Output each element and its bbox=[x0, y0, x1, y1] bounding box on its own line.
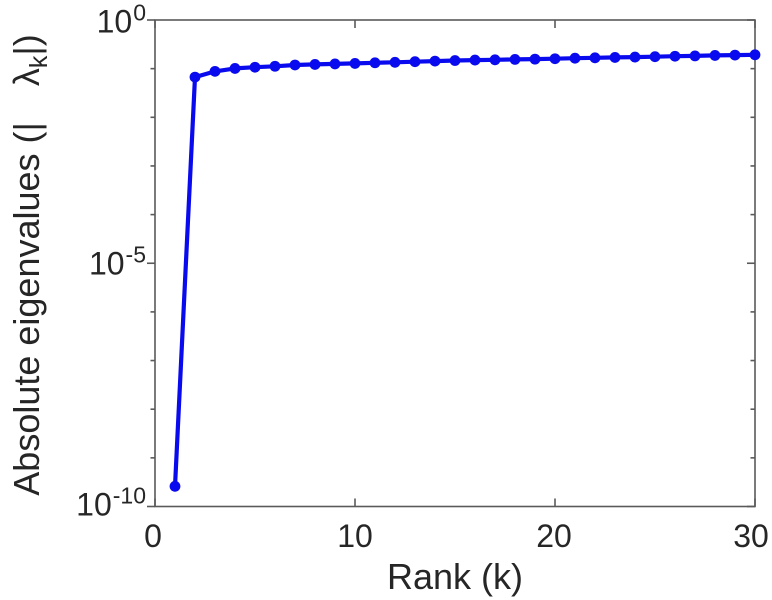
data-point-marker bbox=[609, 52, 621, 63]
data-point-marker bbox=[329, 58, 341, 70]
data-point-marker bbox=[749, 49, 761, 61]
lambda-subscript: k bbox=[25, 55, 53, 69]
data-point-marker bbox=[249, 61, 261, 73]
data-point-marker bbox=[649, 51, 661, 63]
x-tick-label-0: 0 bbox=[144, 518, 162, 554]
data-point-marker bbox=[669, 50, 681, 62]
data-point-marker bbox=[689, 50, 701, 62]
data-point-marker bbox=[529, 53, 541, 65]
x-tick-label-30: 30 bbox=[733, 518, 769, 554]
data-point-marker bbox=[429, 55, 441, 67]
data-point-marker bbox=[409, 56, 421, 68]
data-point-marker bbox=[549, 53, 561, 65]
data-point-marker bbox=[269, 60, 281, 72]
data-point-marker bbox=[629, 51, 641, 63]
data-point-marker bbox=[209, 65, 221, 77]
data-point-marker bbox=[489, 54, 501, 66]
y-tick-label-1e-10: 10-10 bbox=[76, 482, 146, 523]
data-point-marker bbox=[449, 55, 461, 66]
x-tick-label-10: 10 bbox=[337, 518, 373, 554]
y-tick-label-1e0: 100 bbox=[96, 0, 146, 40]
data-point-marker bbox=[229, 63, 241, 74]
eigenvalue-series-line bbox=[172, 52, 756, 487]
data-point-marker bbox=[169, 480, 181, 492]
data-point-marker bbox=[729, 49, 741, 61]
y-axis-title: Absolute eigenvalues (|λk|) bbox=[6, 34, 53, 496]
y-tick-label-1e-5: 10-5 bbox=[88, 241, 146, 282]
x-axis-title: Rank (k) bbox=[386, 556, 524, 597]
data-point-marker bbox=[289, 59, 301, 71]
data-point-marker bbox=[709, 50, 721, 61]
data-point-marker bbox=[509, 53, 521, 65]
data-point-marker bbox=[309, 59, 321, 70]
data-point-marker bbox=[589, 52, 601, 64]
lambda-symbol: λ bbox=[6, 68, 47, 87]
data-point-marker bbox=[189, 71, 201, 83]
axes-box bbox=[154, 19, 756, 508]
x-tick-label-20: 20 bbox=[536, 518, 572, 554]
data-point-marker bbox=[569, 52, 581, 64]
data-point-marker bbox=[349, 58, 361, 69]
data-point-marker bbox=[369, 57, 381, 69]
data-point-marker bbox=[469, 54, 481, 66]
data-point-marker bbox=[389, 56, 401, 68]
